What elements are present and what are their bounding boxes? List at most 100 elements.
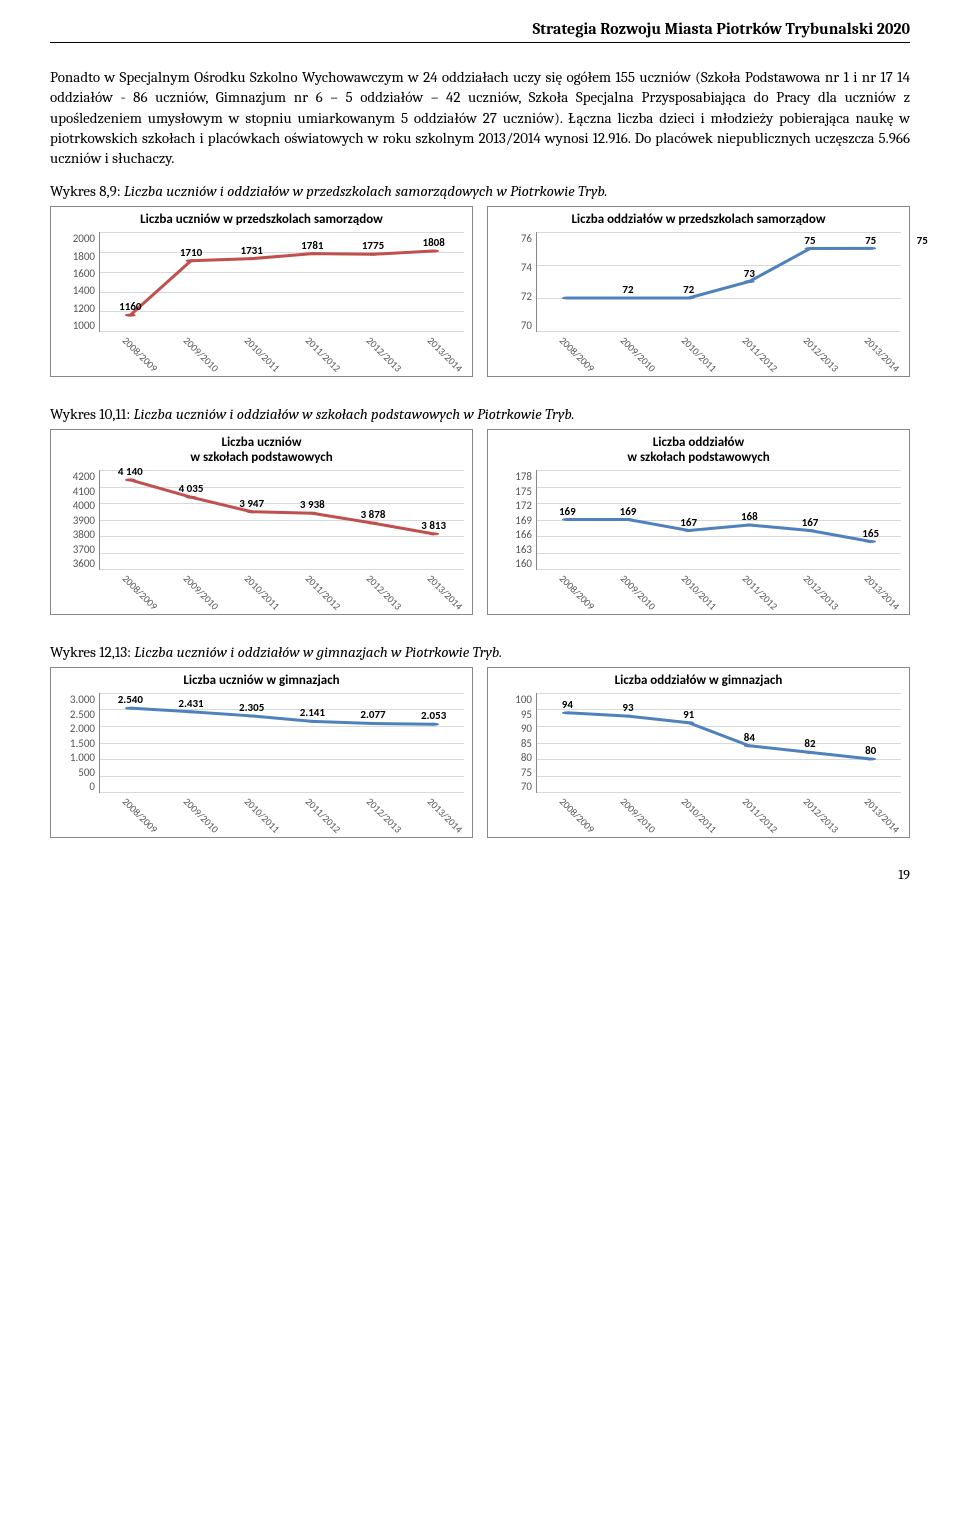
y-tick: 76 — [496, 232, 532, 245]
y-tick: 1800 — [59, 250, 95, 263]
x-tick: 2010/2011 — [242, 334, 283, 375]
x-tick: 2012/2013 — [364, 795, 405, 836]
y-tick: 72 — [496, 290, 532, 303]
data-label: 2.053 — [421, 709, 446, 722]
x-tick: 2010/2011 — [679, 795, 720, 836]
y-tick: 160 — [496, 557, 532, 570]
paragraph-1: Ponadto w Specjalnym Ośrodku Szkolno Wyc… — [50, 67, 910, 168]
y-tick: 3700 — [59, 543, 95, 556]
data-label: 94 — [562, 698, 573, 711]
chart-pair-1: Liczba uczniów w przedszkolach samorządo… — [50, 206, 910, 377]
data-label: 169 — [620, 505, 637, 518]
data-label: 3 878 — [361, 508, 386, 521]
data-label: 1710 — [180, 246, 202, 259]
data-label: 2.431 — [178, 697, 203, 710]
data-label: 75 — [917, 234, 928, 247]
data-label: 168 — [741, 510, 758, 523]
y-tick: 3800 — [59, 528, 95, 541]
caption-2-prefix: Wykres 10,11: — [50, 405, 133, 423]
x-tick: 2012/2013 — [801, 795, 842, 836]
x-tick: 2013/2014 — [861, 334, 902, 375]
data-label: 1731 — [241, 244, 263, 257]
caption-3: Wykres 12,13: Liczba uczniów i oddziałów… — [50, 643, 910, 661]
y-tick: 70 — [496, 319, 532, 332]
data-label: 91 — [683, 708, 694, 721]
x-tick: 2011/2012 — [740, 334, 781, 375]
x-tick: 2009/2010 — [618, 334, 659, 375]
data-label: 1775 — [362, 239, 384, 252]
page-number: 19 — [50, 866, 910, 883]
data-label: 3 947 — [239, 497, 264, 510]
data-label: 72 — [683, 283, 694, 296]
data-label: 3 938 — [300, 498, 325, 511]
data-label: 165 — [862, 527, 879, 540]
y-tick: 74 — [496, 261, 532, 274]
chart-title: Liczba oddziałów w gimnazjach — [496, 674, 901, 689]
x-tick: 2012/2013 — [364, 572, 405, 613]
data-label: 167 — [802, 516, 819, 529]
y-tick: 166 — [496, 528, 532, 541]
chart-c3: Liczba ucznióww szkołach podstawowych420… — [50, 429, 473, 615]
x-tick: 2009/2010 — [181, 795, 222, 836]
y-tick: 2.500 — [59, 708, 95, 721]
y-tick: 1.500 — [59, 737, 95, 750]
data-label: 72 — [622, 283, 633, 296]
y-tick: 4200 — [59, 470, 95, 483]
x-tick: 2009/2010 — [181, 572, 222, 613]
y-tick: 3900 — [59, 514, 95, 527]
caption-1: Wykres 8,9: Liczba uczniów i oddziałów w… — [50, 182, 910, 200]
y-tick: 1000 — [59, 319, 95, 332]
data-label: 82 — [804, 737, 815, 750]
x-tick: 2008/2009 — [120, 572, 161, 613]
data-label: 80 — [865, 744, 876, 757]
y-tick: 4000 — [59, 499, 95, 512]
y-tick: 1400 — [59, 284, 95, 297]
caption-2: Wykres 10,11: Liczba uczniów i oddziałów… — [50, 405, 910, 423]
x-tick: 2010/2011 — [242, 572, 283, 613]
chart-title: Liczba oddziałóww szkołach podstawowych — [496, 436, 901, 466]
y-tick: 3.000 — [59, 693, 95, 706]
chart-title: Liczba uczniów w gimnazjach — [59, 674, 464, 689]
x-tick: 2013/2014 — [861, 572, 902, 613]
y-tick: 178 — [496, 470, 532, 483]
doc-header: Strategia Rozwoju Miasta Piotrków Trybun… — [50, 20, 910, 43]
data-label: 73 — [744, 267, 755, 280]
y-tick: 80 — [496, 751, 532, 764]
x-tick: 2011/2012 — [740, 572, 781, 613]
data-label: 2.540 — [118, 693, 143, 706]
y-tick: 1200 — [59, 302, 95, 315]
x-tick: 2010/2011 — [242, 795, 283, 836]
y-tick: 100 — [496, 693, 532, 706]
chart-pair-3: Liczba uczniów w gimnazjach 3.000 2.500 2.0… — [50, 667, 910, 838]
chart-c1: Liczba uczniów w przedszkolach samorządo… — [50, 206, 473, 377]
y-tick: 70 — [496, 780, 532, 793]
data-label: 2.141 — [300, 706, 325, 719]
data-label: 1808 — [423, 236, 445, 249]
y-tick: 75 — [496, 766, 532, 779]
chart-pair-2: Liczba ucznióww szkołach podstawowych420… — [50, 429, 910, 615]
y-tick: 1600 — [59, 267, 95, 280]
chart-c2: Liczba oddziałów w przedszkolach samorzą… — [487, 206, 910, 377]
y-tick: 3600 — [59, 557, 95, 570]
caption-1-italic: Liczba uczniów i oddziałów w przedszkola… — [124, 182, 608, 200]
data-label: 93 — [622, 701, 633, 714]
data-label: 4 035 — [179, 482, 204, 495]
y-tick: 1.000 — [59, 751, 95, 764]
x-tick: 2012/2013 — [801, 334, 842, 375]
x-tick: 2008/2009 — [557, 795, 598, 836]
x-tick: 2008/2009 — [557, 572, 598, 613]
y-tick: 4100 — [59, 485, 95, 498]
x-tick: 2008/2009 — [557, 334, 598, 375]
y-tick: 169 — [496, 514, 532, 527]
x-tick: 2013/2014 — [424, 795, 465, 836]
x-tick: 2011/2012 — [303, 572, 344, 613]
x-tick: 2010/2011 — [679, 572, 720, 613]
data-label: 167 — [680, 516, 697, 529]
x-tick: 2013/2014 — [424, 572, 465, 613]
caption-3-prefix: Wykres 12,13: — [50, 643, 134, 661]
data-label: 4 140 — [118, 465, 143, 478]
y-tick: 95 — [496, 708, 532, 721]
x-tick: 2013/2014 — [861, 795, 902, 836]
chart-c6: Liczba oddziałów w gimnazjach10095908580… — [487, 667, 910, 838]
x-tick: 2011/2012 — [303, 334, 344, 375]
